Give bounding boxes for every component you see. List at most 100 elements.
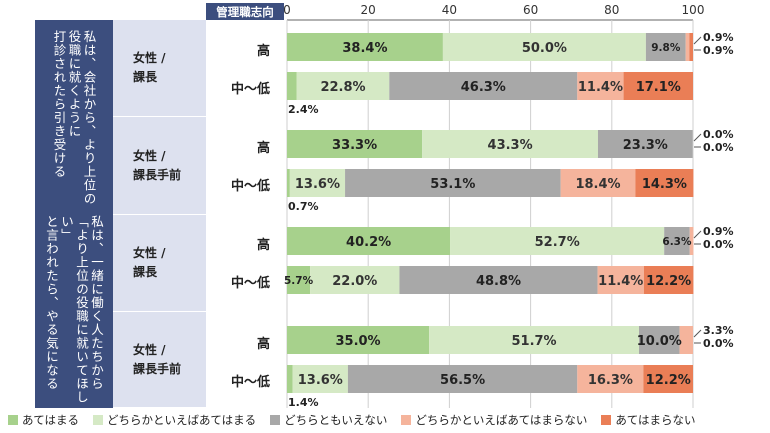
bar-label-row5-seg1: 40.2% — [346, 235, 391, 250]
callout-line-row7-seg4 — [693, 329, 702, 338]
group-4-label: 女性 / 課長手前 — [133, 342, 182, 376]
legend-item-1: あてはまる — [8, 412, 79, 428]
header-label: 管理職志向 — [206, 3, 284, 20]
legend-swatch-5 — [601, 415, 612, 425]
legend-label-3: どちらともいえない — [284, 413, 388, 427]
bar-label-row7-seg2: 51.7% — [511, 334, 556, 349]
row-6-level: 中～低 — [230, 276, 270, 291]
bar-label-row6-seg1: 5.7% — [284, 275, 314, 287]
bar-row3-seg3 — [597, 130, 693, 158]
bar-label-row3-seg3: 23.3% — [623, 138, 668, 153]
legend-item-2: どちらかといえばあてはまる — [93, 412, 256, 428]
row-8-level: 中～低 — [230, 375, 270, 390]
bar-row7-seg4 — [679, 326, 693, 354]
row-5-level: 高 — [256, 238, 270, 253]
x-tick-label-40: 40 — [442, 3, 457, 17]
bar-row4-seg3 — [345, 169, 561, 197]
bar-label-row6-seg3: 48.8% — [476, 274, 521, 289]
bar-label-row7-seg1: 35.0% — [335, 334, 380, 349]
bar-row6-seg4 — [597, 266, 644, 294]
bar-label-row1-seg4: 0.9% — [703, 31, 734, 44]
bar-label-row4-seg2: 13.6% — [295, 177, 340, 192]
x-tick-label-100: 100 — [682, 3, 705, 17]
bar-label-row6-seg2: 22.0% — [332, 274, 377, 289]
legend-swatch-3 — [270, 415, 281, 425]
legend-item-3: どちらともいえない — [270, 412, 387, 428]
row-3-level: 高 — [256, 141, 270, 156]
bar-row5-seg1 — [287, 227, 451, 255]
bar-label-row2-seg3: 46.3% — [461, 80, 506, 95]
bar-label-row8-seg2: 13.6% — [298, 373, 343, 388]
bar-row3-seg1 — [287, 130, 423, 158]
group-2-label: 女性 / 課長手前 — [133, 148, 182, 182]
bar-label-row2-seg4: 11.4% — [578, 80, 623, 95]
bar-row6-seg2 — [310, 266, 400, 294]
bar-label-row1-seg1: 38.4% — [342, 41, 387, 56]
bar-row6-seg5 — [643, 266, 694, 294]
bar-label-row8-seg3: 56.5% — [440, 373, 485, 388]
callout-line-row3-seg4 — [693, 133, 702, 142]
legend: あてはまる どちらかといえばあてはまる どちらともいえない どちらかといえばあて… — [8, 413, 709, 427]
bar-row4-seg2 — [289, 169, 346, 197]
bar-label-row5-seg5: 0.0% — [703, 238, 734, 251]
bar-row1-seg5 — [689, 33, 693, 61]
bar-row5-seg3 — [664, 227, 690, 255]
group-3: 女性 / 課長 — [113, 215, 206, 312]
bar-row3-seg2 — [422, 130, 598, 158]
x-tick-label-80: 80 — [604, 3, 619, 17]
bar-label-row4-seg3: 53.1% — [430, 177, 475, 192]
bar-row8-seg3 — [347, 365, 578, 393]
callout-line-row1-seg4 — [693, 36, 702, 45]
bar-label-row1-seg2: 50.0% — [522, 41, 567, 56]
x-tick-label-60: 60 — [523, 3, 538, 17]
bar-row7-seg2 — [429, 326, 640, 354]
x-tick-label-20: 20 — [361, 3, 376, 17]
bar-label-row2-seg1: 2.4% — [288, 103, 319, 116]
section-2-label: 私は、一緒に働く人たちから 「より上位の役職に就いてほしい」 と言われたら、やる… — [35, 215, 113, 408]
bar-label-row8-seg4: 16.3% — [588, 373, 633, 388]
legend-label-1: あてはまる — [22, 413, 80, 427]
bar-row2-seg2 — [296, 72, 390, 100]
bar-label-row3-seg5: 0.0% — [703, 141, 734, 154]
group-2: 女性 / 課長手前 — [113, 117, 206, 215]
bar-label-row1-seg3: 9.8% — [651, 42, 681, 54]
bar-row4-seg1 — [287, 169, 290, 197]
callout-line-row5-seg4 — [693, 230, 702, 239]
row-4-level: 中～低 — [230, 179, 270, 194]
bar-label-row4-seg5: 14.3% — [642, 177, 687, 192]
group-4: 女性 / 課長手前 — [113, 312, 206, 408]
bar-label-row8-seg1: 1.4% — [288, 396, 319, 409]
bar-row8-seg2 — [292, 365, 348, 393]
bar-row1-seg1 — [287, 33, 443, 61]
bar-row8-seg1 — [287, 365, 293, 393]
legend-label-5: あてはまらない — [615, 413, 696, 427]
bar-label-row4-seg4: 18.4% — [575, 177, 620, 192]
bar-label-row3-seg2: 43.3% — [488, 138, 533, 153]
section-1-text: 私は、会社から、より上位の 役職に就くように 打診されたら引き受ける — [51, 29, 97, 206]
bar-row5-seg2 — [450, 227, 665, 255]
bar-label-row7-seg3: 10.0% — [637, 334, 682, 349]
x-tick-label-0: 0 — [283, 3, 291, 17]
bar-label-row5-seg3: 6.3% — [662, 236, 692, 248]
bar-label-row8-seg5: 12.2% — [646, 373, 691, 388]
legend-label-2: どちらかといえばあてはまる — [107, 413, 257, 427]
bar-row2-seg3 — [389, 72, 578, 100]
bar-label-row7-seg4: 3.3% — [703, 324, 734, 337]
legend-swatch-4 — [401, 415, 412, 425]
bar-label-row2-seg2: 22.8% — [320, 80, 365, 95]
bar-label-row3-seg4: 0.0% — [703, 128, 734, 141]
bar-label-row7-seg5: 0.0% — [703, 337, 734, 350]
bar-row6-seg1 — [287, 266, 311, 294]
bar-label-row5-seg4: 0.9% — [703, 225, 734, 238]
bar-row1-seg3 — [645, 33, 686, 61]
bar-row1-seg2 — [442, 33, 646, 61]
row-2-level: 中～低 — [230, 82, 270, 97]
legend-swatch-1 — [8, 415, 18, 425]
bar-row6-seg3 — [399, 266, 598, 294]
bar-row2-seg4 — [577, 72, 624, 100]
row-1-level: 高 — [256, 44, 270, 59]
bar-row4-seg4 — [560, 169, 636, 197]
bar-row8-seg5 — [643, 365, 693, 393]
